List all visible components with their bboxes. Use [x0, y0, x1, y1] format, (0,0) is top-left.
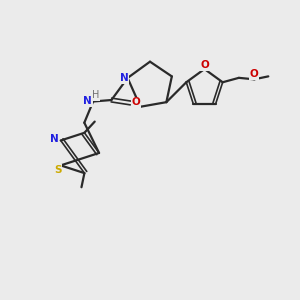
Text: S: S — [54, 165, 62, 175]
Text: N: N — [120, 73, 128, 83]
Text: O: O — [250, 69, 259, 79]
Text: H: H — [92, 90, 99, 100]
Text: O: O — [200, 61, 209, 70]
Text: N: N — [83, 96, 92, 106]
Text: N: N — [50, 134, 58, 144]
Text: O: O — [131, 98, 140, 107]
